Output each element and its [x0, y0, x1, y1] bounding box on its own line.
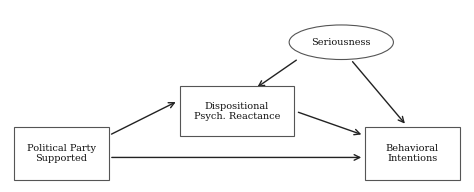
- Ellipse shape: [289, 25, 393, 60]
- FancyBboxPatch shape: [14, 127, 109, 180]
- Text: Seriousness: Seriousness: [311, 38, 371, 47]
- FancyBboxPatch shape: [365, 127, 460, 180]
- FancyBboxPatch shape: [180, 86, 294, 136]
- Text: Dispositional
Psych. Reactance: Dispositional Psych. Reactance: [194, 102, 280, 121]
- Text: Behavioral
Intentions: Behavioral Intentions: [386, 144, 439, 163]
- Text: Political Party
Supported: Political Party Supported: [27, 144, 96, 163]
